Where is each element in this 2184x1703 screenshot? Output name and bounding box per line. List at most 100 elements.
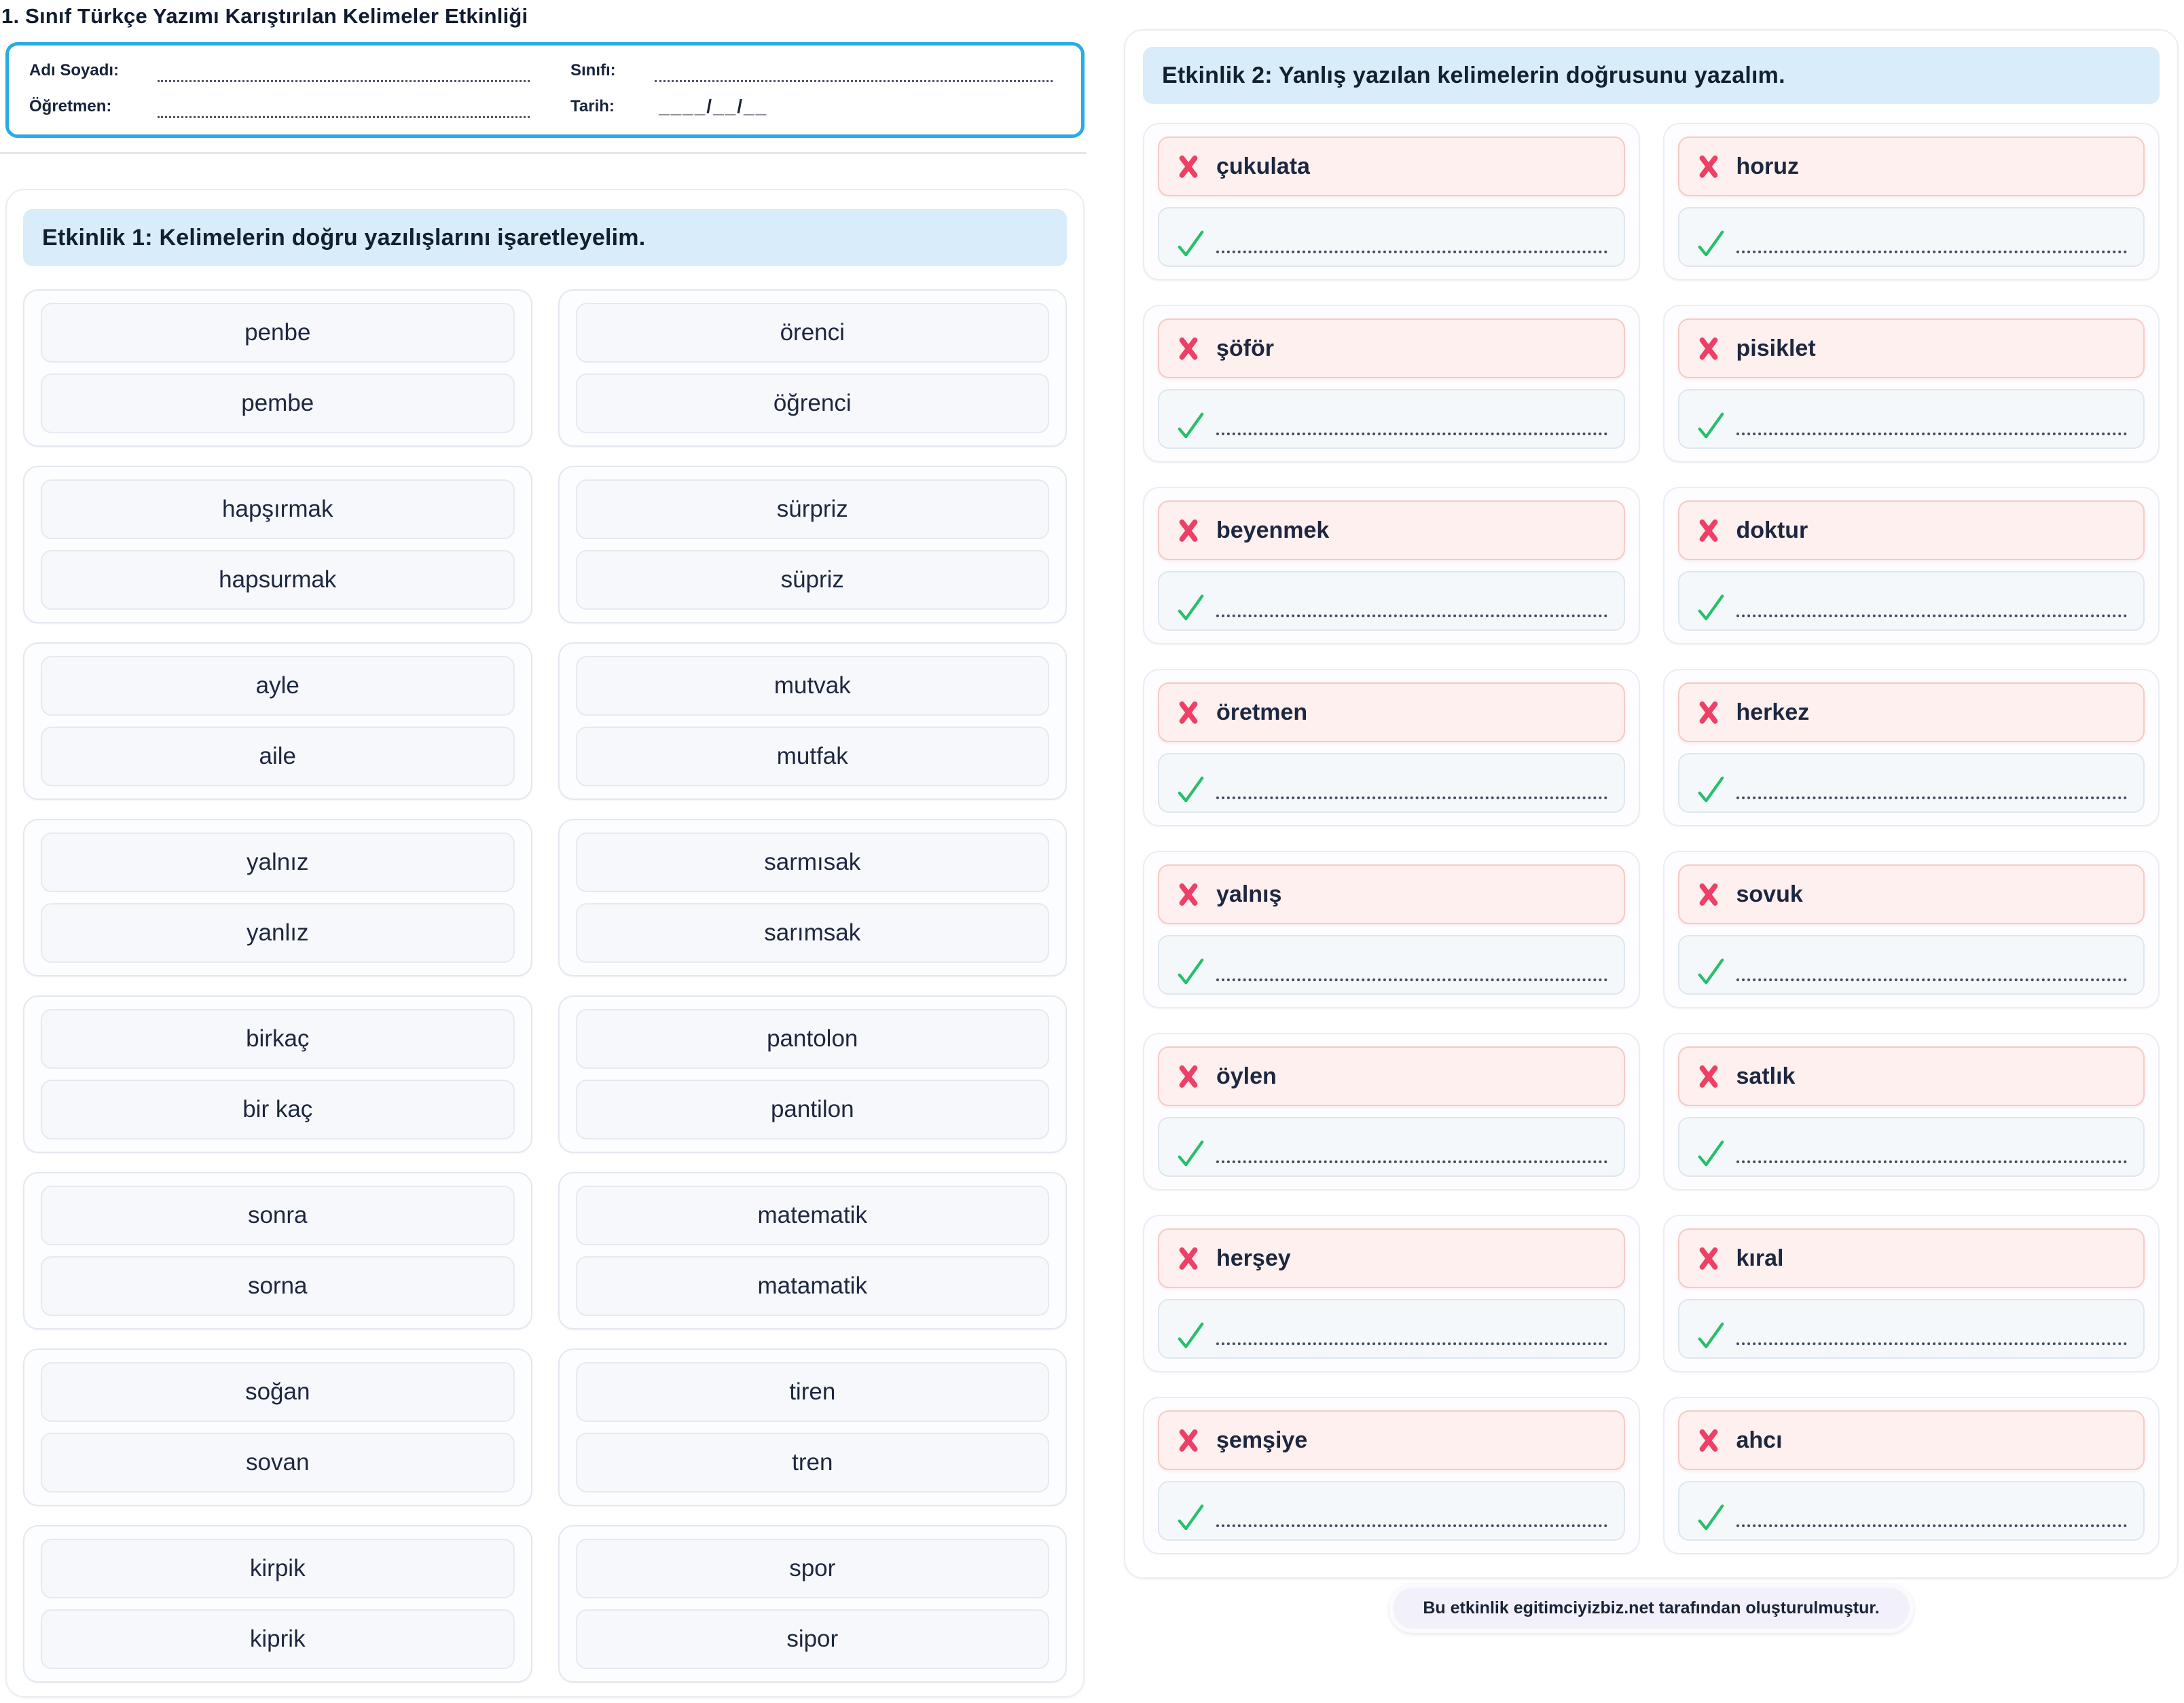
word-option-label: pembe	[241, 390, 314, 416]
word-option-button[interactable]: yanlız	[41, 903, 515, 963]
word-option-label: sonra	[247, 1202, 308, 1228]
word-option-button[interactable]: hapsurmak	[41, 550, 515, 610]
word-option-button[interactable]: süpriz	[575, 550, 1049, 610]
word-option-button[interactable]: sonra	[41, 1186, 515, 1245]
answer-write-box[interactable]	[1677, 389, 2145, 449]
answer-write-box[interactable]	[1158, 207, 1625, 267]
check-icon	[1178, 1140, 1204, 1167]
word-option-button[interactable]: ayle	[41, 656, 515, 716]
answer-write-box[interactable]	[1677, 935, 2145, 995]
check-icon	[1698, 230, 1724, 257]
section-divider	[0, 152, 1087, 154]
teacher-input-line[interactable]	[158, 95, 530, 119]
answer-write-box[interactable]	[1677, 571, 2145, 631]
wrong-word-box: pisiklet	[1677, 318, 2145, 378]
wrong-word-label: pisiklet	[1736, 335, 1816, 361]
answer-write-line[interactable]	[1216, 1336, 1607, 1345]
word-option-button[interactable]: pembe	[41, 373, 515, 433]
word-option-button[interactable]: tiren	[575, 1362, 1049, 1422]
check-icon	[1178, 1322, 1204, 1349]
answer-write-line[interactable]	[1736, 1518, 2127, 1527]
word-option-button[interactable]: matamatik	[575, 1256, 1049, 1316]
answer-write-line[interactable]	[1736, 1336, 2127, 1345]
date-input-placeholder[interactable]: ____/__/__	[659, 96, 768, 117]
wrong-word-box: satlık	[1677, 1046, 2145, 1106]
misspelled-word-card: horuz	[1662, 123, 2160, 280]
word-option-button[interactable]: sorna	[41, 1256, 515, 1316]
answer-write-line[interactable]	[1216, 790, 1607, 799]
word-option-button[interactable]: sipor	[575, 1609, 1049, 1669]
answer-write-box[interactable]	[1677, 207, 2145, 267]
answer-write-box[interactable]	[1158, 935, 1625, 995]
answer-write-line[interactable]	[1736, 790, 2127, 799]
answer-write-box[interactable]	[1158, 1299, 1625, 1359]
word-option-button[interactable]: matematik	[575, 1186, 1049, 1245]
answer-write-line[interactable]	[1736, 972, 2127, 981]
answer-write-line[interactable]	[1216, 608, 1607, 617]
answer-write-box[interactable]	[1677, 1481, 2145, 1541]
misspelled-words-grid: çukulata horuz şöför pisiklet beyenmek d…	[1143, 123, 2160, 1554]
word-option-button[interactable]: örenci	[575, 303, 1049, 363]
word-option-button[interactable]: pantolon	[575, 1009, 1049, 1069]
name-input-line[interactable]	[158, 59, 530, 82]
word-option-button[interactable]: sarmısak	[575, 832, 1049, 892]
answer-write-box[interactable]	[1677, 753, 2145, 813]
word-option-button[interactable]: sovan	[41, 1433, 515, 1493]
wrong-word-label: beyenmek	[1216, 517, 1330, 543]
check-icon	[1178, 594, 1204, 621]
answer-write-box[interactable]	[1677, 1299, 2145, 1359]
answer-write-box[interactable]	[1158, 753, 1625, 813]
word-option-button[interactable]: penbe	[41, 303, 515, 363]
word-option-label: sovan	[246, 1449, 310, 1476]
word-option-button[interactable]: kiprik	[41, 1609, 515, 1669]
answer-write-box[interactable]	[1158, 1481, 1625, 1541]
wrong-word-box: kıral	[1677, 1228, 2145, 1288]
word-option-button[interactable]: spor	[575, 1539, 1049, 1598]
x-icon	[1699, 1247, 1717, 1270]
check-icon	[1178, 412, 1204, 439]
word-pair-group: sürpriz süpriz	[558, 466, 1067, 623]
word-option-button[interactable]: mutfak	[575, 727, 1049, 786]
answer-write-line[interactable]	[1216, 1518, 1607, 1527]
answer-write-box[interactable]	[1158, 1117, 1625, 1177]
x-icon	[1699, 337, 1717, 360]
misspelled-word-card: satlık	[1662, 1033, 2160, 1190]
x-icon	[1179, 519, 1198, 542]
answer-write-line[interactable]	[1736, 608, 2127, 617]
word-option-button[interactable]: aile	[41, 727, 515, 786]
word-option-button[interactable]: tren	[575, 1433, 1049, 1493]
word-option-button[interactable]: birkaç	[41, 1009, 515, 1069]
answer-write-box[interactable]	[1158, 389, 1625, 449]
check-icon	[1698, 412, 1724, 439]
word-option-label: kirpik	[249, 1555, 306, 1581]
answer-write-line[interactable]	[1216, 1154, 1607, 1163]
word-option-button[interactable]: pantilon	[575, 1080, 1049, 1139]
answer-write-box[interactable]	[1158, 571, 1625, 631]
wrong-word-label: şemşiye	[1216, 1427, 1308, 1453]
class-input-line[interactable]	[655, 59, 1053, 82]
word-option-button[interactable]: öğrenci	[575, 373, 1049, 433]
word-option-button[interactable]: bir kaç	[41, 1080, 515, 1139]
x-icon	[1699, 155, 1717, 178]
word-option-label: sorna	[247, 1272, 308, 1299]
answer-write-line[interactable]	[1736, 426, 2127, 435]
x-icon	[1179, 883, 1198, 906]
answer-write-line[interactable]	[1736, 244, 2127, 253]
answer-write-box[interactable]	[1677, 1117, 2145, 1177]
word-option-button[interactable]: mutvak	[575, 656, 1049, 716]
word-option-button[interactable]: yalnız	[41, 832, 515, 892]
word-option-button[interactable]: kirpik	[41, 1539, 515, 1598]
word-option-label: hapsurmak	[219, 566, 337, 593]
word-option-button[interactable]: hapşırmak	[41, 479, 515, 539]
word-option-button[interactable]: sürpriz	[575, 479, 1049, 539]
word-pair-group: kirpik kiprik	[23, 1525, 532, 1683]
misspelled-word-card: herkez	[1662, 669, 2160, 826]
word-option-button[interactable]: sarımsak	[575, 903, 1049, 963]
answer-write-line[interactable]	[1216, 972, 1607, 981]
answer-write-line[interactable]	[1736, 1154, 2127, 1163]
answer-write-line[interactable]	[1216, 426, 1607, 435]
wrong-word-box: ahcı	[1677, 1410, 2145, 1470]
wrong-word-box: beyenmek	[1158, 500, 1625, 560]
answer-write-line[interactable]	[1216, 244, 1607, 253]
word-option-button[interactable]: soğan	[41, 1362, 515, 1422]
